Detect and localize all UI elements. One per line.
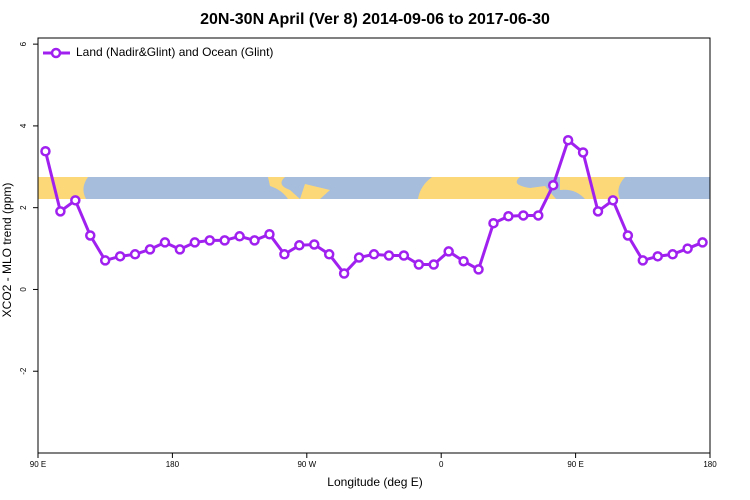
point [488, 217, 499, 229]
map-land [268, 177, 300, 199]
point [428, 259, 439, 270]
point [279, 249, 290, 260]
legend-label: Land (Nadir&Glint) and Ocean (Glint) [76, 45, 273, 59]
point [518, 210, 529, 221]
point [652, 251, 663, 262]
point [577, 147, 589, 158]
point [533, 210, 544, 221]
point [85, 230, 96, 241]
point [55, 206, 66, 217]
x-tick-label: 180 [703, 460, 717, 469]
point [637, 255, 649, 266]
point [309, 239, 320, 250]
x-tick-label: 90 E [567, 460, 583, 469]
point [144, 244, 156, 255]
point [70, 195, 81, 206]
legend-marker [50, 47, 62, 59]
point [562, 134, 574, 146]
point [368, 249, 380, 260]
point [383, 250, 395, 261]
point [159, 237, 171, 248]
x-tick-label: 0 [439, 460, 444, 469]
x-tick-label: 90 E [30, 460, 46, 469]
x-tick-label: 90 W [297, 460, 316, 469]
point [398, 250, 410, 261]
x-tick-label: 180 [166, 460, 180, 469]
map-land [38, 177, 88, 199]
point [503, 211, 514, 222]
point [353, 252, 365, 263]
point [219, 235, 230, 246]
point [667, 249, 678, 260]
point [592, 206, 604, 217]
y-axis-label: XCO2 - MLO trend (ppm) [0, 183, 14, 318]
point [114, 251, 126, 262]
point [249, 235, 260, 246]
map-band [38, 177, 710, 199]
point [338, 268, 350, 279]
point [458, 255, 469, 267]
point [174, 244, 186, 255]
y-tick-label: 6 [19, 41, 28, 46]
map-land [300, 184, 330, 199]
point [413, 259, 425, 270]
point [473, 264, 484, 275]
point [294, 240, 305, 251]
point [99, 255, 111, 266]
point [323, 249, 335, 260]
point [204, 235, 215, 246]
map-land [418, 177, 556, 199]
point [622, 230, 634, 241]
chart-title: 20N-30N April (Ver 8) 2014-09-06 to 2017… [200, 11, 550, 28]
point [189, 237, 201, 248]
point [547, 179, 559, 191]
point [443, 246, 454, 257]
x-axis-label: Longitude (deg E) [327, 475, 422, 489]
y-tick-label: 0 [19, 287, 28, 292]
point [682, 243, 693, 254]
plot-frame [37, 37, 711, 454]
point [697, 237, 708, 248]
point [234, 231, 245, 242]
point [40, 146, 51, 157]
y-tick-label: -2 [19, 367, 28, 375]
y-tick-label: 4 [19, 123, 28, 128]
point [607, 195, 619, 206]
point [264, 229, 275, 240]
point [129, 249, 141, 260]
y-tick-label: 2 [19, 205, 28, 210]
